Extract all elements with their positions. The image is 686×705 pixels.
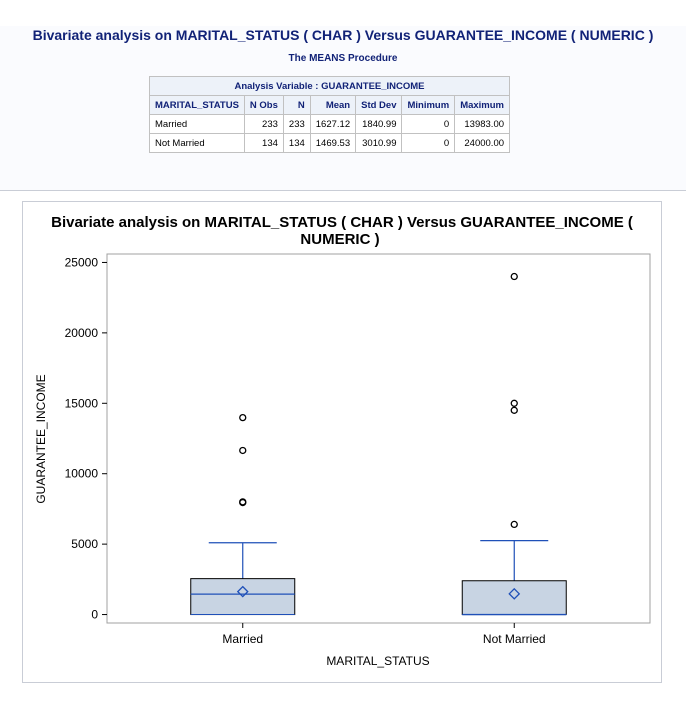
- outlier-point: [239, 446, 247, 455]
- y-tick-label: 5000: [71, 537, 98, 551]
- col-header: N Obs: [243, 95, 284, 115]
- table-row: Married 233 233 1627.12 1840.99 0 13983.…: [149, 114, 511, 134]
- plot-area: [106, 253, 651, 624]
- table-row: Not Married 134 134 1469.53 3010.99 0 24…: [149, 133, 511, 153]
- y-axis: 0 5000 10000 15000 20000 25000: [65, 255, 107, 622]
- x-tick-label: Not Married: [483, 632, 546, 646]
- report-title: Bivariate analysis on MARITAL_STATUS ( C…: [32, 27, 654, 43]
- box-not-married: [461, 272, 567, 616]
- table-cell: 24000.00: [454, 133, 511, 153]
- outlier-point: [239, 498, 247, 506]
- chart-title-line2: NUMERIC ): [300, 231, 379, 248]
- mean-marker: [236, 585, 249, 598]
- means-table: Analysis Variable : GUARANTEE_INCOME MAR…: [148, 76, 511, 153]
- y-axis-label: GUARANTEE_INCOME: [34, 374, 48, 503]
- box-series: [190, 272, 567, 616]
- mean-marker: [508, 587, 521, 600]
- y-tick-label: 25000: [65, 255, 99, 269]
- y-tick-label: 15000: [65, 396, 99, 410]
- outlier-point: [510, 399, 518, 407]
- x-axis-label: MARITAL_STATUS: [326, 654, 429, 668]
- iqr-box: [461, 580, 567, 616]
- box-married: [190, 413, 296, 616]
- procedure-title: The MEANS Procedure: [288, 53, 398, 64]
- x-axis: Married Not Married: [222, 623, 546, 646]
- table-cell: 134: [243, 133, 284, 153]
- outlier-point: [239, 413, 247, 422]
- table-cell: 134: [282, 133, 311, 153]
- y-tick-label: 20000: [65, 326, 99, 340]
- col-header: Std Dev: [355, 95, 403, 115]
- x-tick-label: Married: [222, 632, 263, 646]
- table-cell: Not Married: [149, 133, 245, 153]
- table-header-row: MARITAL_STATUS N Obs N Mean Std Dev Mini…: [149, 95, 511, 115]
- outlier-point: [510, 272, 518, 281]
- table-cell: 1469.53: [309, 133, 357, 153]
- col-header: N: [282, 95, 311, 115]
- y-tick-label: 0: [91, 608, 98, 622]
- table-cell: 3010.99: [355, 133, 403, 153]
- table-caption: Analysis Variable : GUARANTEE_INCOME: [148, 76, 511, 96]
- outlier-point: [510, 520, 518, 529]
- outlier-point: [510, 406, 518, 414]
- chart-title-line1: Bivariate analysis on MARITAL_STATUS ( C…: [51, 214, 633, 231]
- col-header: MARITAL_STATUS: [149, 95, 245, 115]
- y-tick-label: 10000: [65, 467, 99, 481]
